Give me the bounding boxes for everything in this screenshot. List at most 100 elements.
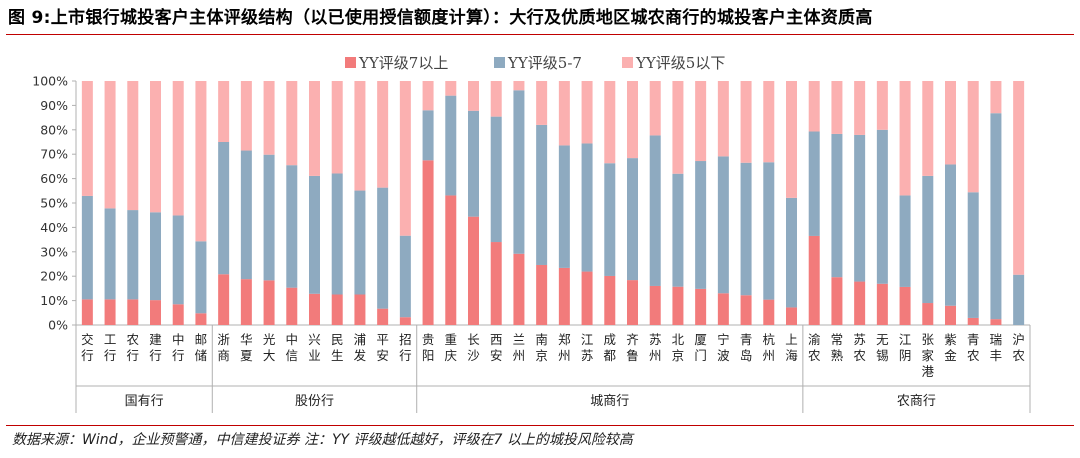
bar-segment-2: [695, 161, 707, 289]
x-tick-label: 储: [195, 348, 208, 363]
bar-segment-3: [672, 81, 684, 174]
bar-segment-3: [899, 81, 911, 196]
bar-segment-3: [922, 81, 934, 176]
bar-segment-2: [81, 195, 93, 300]
bar-segment-2: [831, 133, 843, 278]
x-tick-label: 平: [376, 332, 389, 347]
x-tick-label: 苏: [853, 332, 866, 347]
bar-segment-1: [604, 275, 616, 325]
x-tick-label: 工: [104, 332, 117, 347]
x-tick-label: 波: [717, 348, 730, 363]
y-tick-label: 70%: [40, 147, 68, 162]
bar-segment-1: [740, 295, 752, 325]
bar-segment-1: [377, 308, 389, 325]
bar-segment-2: [422, 110, 434, 161]
bar-segment-2: [331, 173, 343, 295]
bar-segment-2: [763, 162, 775, 300]
x-tick-label: 鲁: [626, 348, 639, 363]
x-tick-label: 中: [286, 332, 299, 347]
bar-segment-3: [422, 81, 434, 111]
bar-segment-3: [649, 81, 661, 136]
bar-segment-3: [172, 81, 184, 216]
x-tick-label: 大: [263, 348, 276, 363]
bar-segment-1: [104, 299, 116, 325]
bar-segment-3: [876, 81, 888, 130]
x-tick-label: 丰: [990, 348, 1003, 363]
bar-segment-3: [286, 81, 298, 166]
x-tick-label: 交: [81, 332, 94, 347]
x-tick-label: 农: [127, 332, 140, 347]
bar-segment-3: [763, 81, 775, 163]
bar-segment-2: [786, 197, 797, 308]
bar-segment-2: [717, 156, 729, 294]
bar-segment-1: [786, 307, 797, 325]
bar-segment-1: [354, 294, 366, 325]
bar-segment-3: [218, 81, 230, 142]
bar-segment-3: [195, 81, 207, 242]
bar-segment-1: [127, 299, 139, 325]
x-tick-label: 行: [399, 348, 412, 363]
bar-segment-3: [945, 81, 956, 165]
source-divider: [6, 425, 1074, 426]
x-tick-label: 郑: [558, 332, 571, 347]
bar-segment-1: [399, 317, 411, 325]
x-tick-label: 州: [649, 348, 662, 363]
x-tick-label: 庆: [445, 348, 458, 363]
x-tick-label: 州: [513, 348, 526, 363]
bar-segment-2: [627, 158, 638, 281]
bar-segment-1: [536, 264, 548, 325]
bar-segment-3: [695, 81, 707, 162]
y-tick-label: 20%: [40, 269, 68, 284]
x-tick-label: 青: [967, 332, 980, 347]
x-tick-label: 渝: [808, 332, 821, 347]
bar-segment-1: [513, 253, 525, 325]
bar-segment-1: [990, 319, 1002, 325]
bar-segment-3: [150, 81, 161, 213]
x-tick-label: 农: [808, 348, 821, 363]
x-tick-label: 华: [240, 332, 253, 347]
x-tick-label: 业: [308, 348, 321, 363]
bar-segment-2: [558, 145, 570, 268]
bar-segment-3: [558, 81, 570, 146]
bar-segment-1: [195, 313, 207, 325]
bar-segment-1: [899, 286, 911, 325]
x-tick-label: 成: [604, 332, 617, 347]
bar-segment-1: [331, 294, 343, 325]
bar-segment-1: [967, 317, 979, 325]
x-tick-label: 岛: [740, 348, 753, 363]
bar-segment-2: [468, 110, 479, 217]
bar-segment-2: [854, 134, 866, 282]
bar-segment-2: [172, 215, 184, 305]
bar-segment-3: [81, 81, 93, 196]
bar-segment-3: [854, 81, 866, 135]
x-tick-label: 杭: [763, 332, 776, 347]
bar-segment-1: [490, 242, 502, 325]
y-tick-label: 60%: [40, 171, 68, 186]
bar-segment-2: [876, 129, 888, 284]
bar-segment-1: [922, 303, 934, 325]
bar-segment-1: [468, 216, 479, 325]
group-label: 农商行: [897, 394, 936, 409]
bar-segment-2: [604, 163, 616, 276]
bar-segment-2: [513, 90, 525, 254]
x-tick-label: 海: [785, 348, 798, 363]
bar-segment-3: [990, 81, 1002, 114]
x-tick-label: 长: [467, 332, 480, 347]
bar-segment-2: [990, 113, 1002, 320]
x-tick-label: 瑞: [990, 332, 1003, 347]
bar-segment-1: [627, 280, 638, 325]
bar-segment-2: [377, 187, 389, 309]
bar-segment-2: [104, 208, 116, 300]
x-tick-label: 京: [535, 348, 548, 363]
x-tick-label: 阴: [899, 348, 912, 363]
bar-segment-3: [240, 81, 252, 151]
y-tick-label: 40%: [40, 220, 68, 235]
legend-swatch-2: [494, 57, 505, 68]
x-tick-label: 贵: [422, 332, 435, 347]
bar-segment-3: [967, 81, 979, 193]
x-tick-label: 南: [535, 332, 548, 347]
bar-segment-1: [945, 305, 956, 325]
page-title: 图 9:上市银行城投客户主体评级结构（以已使用授信额度计算）：大行及优质地区城农…: [8, 8, 873, 28]
x-tick-label: 行: [127, 348, 140, 363]
bar-segment-2: [127, 210, 139, 300]
